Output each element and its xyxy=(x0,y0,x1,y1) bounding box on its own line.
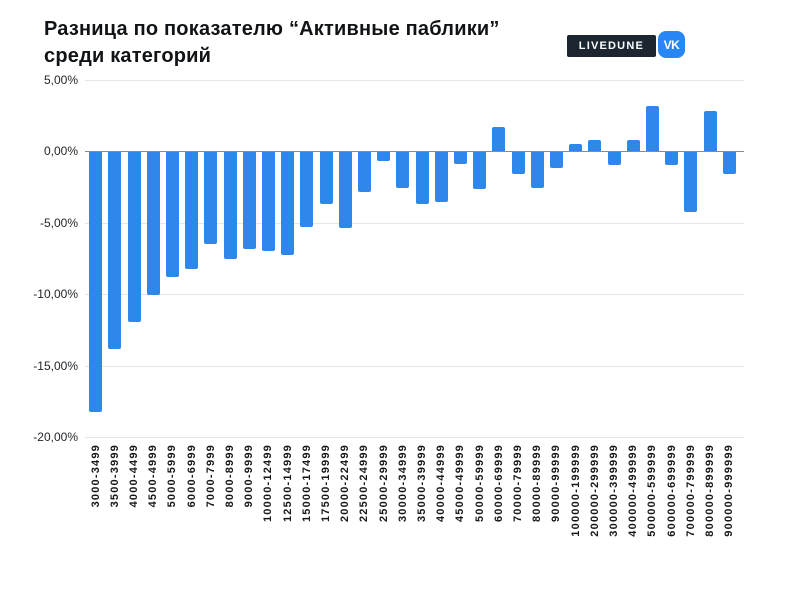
x-axis-tick-label: 45000-49999 xyxy=(454,444,467,523)
x-axis-tick-label: 700000-799999 xyxy=(684,444,697,537)
x-axis-tick-label: 40000-44999 xyxy=(435,444,448,523)
bar-90000-99999 xyxy=(549,152,563,169)
x-axis-tick-label: 10000-12499 xyxy=(262,444,275,523)
y-axis-tick-label: 5,00% xyxy=(43,73,78,87)
bar-45000-49999 xyxy=(453,152,467,164)
x-axis-tick-label: 9000-9999 xyxy=(243,444,256,508)
bar-3000-3499 xyxy=(89,152,103,413)
bar-5000-5999 xyxy=(165,152,179,277)
x-axis-tick-label: 20000-22499 xyxy=(339,444,352,523)
gridline xyxy=(85,294,744,295)
gridline xyxy=(85,223,744,224)
y-axis-tick-label: -10,00% xyxy=(33,287,78,301)
bar-9000-9999 xyxy=(242,152,256,250)
bar-22500-24999 xyxy=(357,152,371,193)
bar-300000-399999 xyxy=(607,152,621,166)
bar-400000-499999 xyxy=(626,140,640,152)
x-axis-tick-label: 15000-17499 xyxy=(300,444,313,523)
bar-200000-299999 xyxy=(588,140,602,152)
bar-4500-4999 xyxy=(146,152,160,296)
y-axis-tick-label: 0,00% xyxy=(43,144,78,158)
page-title-line2: среди категорий xyxy=(44,45,212,67)
x-axis-tick-label: 900000-999999 xyxy=(723,444,736,537)
bar-700000-799999 xyxy=(684,152,698,213)
x-axis-tick-label: 4000-4499 xyxy=(128,444,140,508)
x-axis-tick-label: 800000-899999 xyxy=(704,444,716,537)
x-axis-tick-label: 22500-24999 xyxy=(358,444,371,523)
bar-50000-59999 xyxy=(473,152,487,190)
page-title: Разница по показателю “Активные паблики”… xyxy=(44,16,500,70)
x-axis-tick-label: 70000-79999 xyxy=(512,444,524,523)
bar-30000-34999 xyxy=(396,152,410,189)
bar-70000-79999 xyxy=(511,152,525,174)
bar-900000-999999 xyxy=(722,152,736,174)
x-axis-tick-label: 200000-299999 xyxy=(588,444,601,537)
x-axis-tick-label: 90000-99999 xyxy=(550,444,563,523)
bar-40000-44999 xyxy=(434,152,448,203)
x-axis-tick-label: 100000-199999 xyxy=(569,444,582,537)
gridline xyxy=(85,80,744,81)
bar-35000-39999 xyxy=(415,152,429,204)
x-axis-tick-label: 35000-39999 xyxy=(416,444,428,523)
zero-axis-line xyxy=(85,151,744,152)
bar-15000-17499 xyxy=(300,152,314,227)
bar-12500-14999 xyxy=(281,152,295,256)
vk-logo-icon: VK xyxy=(658,31,685,58)
bar-8000-8999 xyxy=(223,152,237,260)
bar-600000-699999 xyxy=(665,152,679,166)
bar-20000-22499 xyxy=(338,152,352,229)
gridline xyxy=(85,437,744,438)
x-axis-tick-label: 12500-14999 xyxy=(281,444,294,523)
bar-17500-19999 xyxy=(319,152,333,204)
plot-area xyxy=(85,80,744,438)
x-axis-tick-label: 30000-34999 xyxy=(396,444,409,523)
bar-80000-89999 xyxy=(530,152,544,189)
bar-3500-3999 xyxy=(108,152,122,350)
x-axis-tick-label: 60000-69999 xyxy=(492,444,505,523)
x-axis-tick-label: 50000-59999 xyxy=(473,444,486,523)
x-axis-tick-label: 5000-5999 xyxy=(166,444,179,508)
x-axis-tick-label: 17500-19999 xyxy=(320,444,332,523)
bar-6000-6999 xyxy=(185,152,199,270)
x-axis-tick-label: 80000-89999 xyxy=(531,444,544,523)
x-axis-tick-label: 500000-599999 xyxy=(646,444,659,537)
page-title-line1: Разница по показателю “Активные паблики” xyxy=(44,18,500,40)
x-axis-tick-label: 600000-699999 xyxy=(665,444,678,537)
bar-10000-12499 xyxy=(261,152,275,251)
x-axis-tick-label: 25000-29999 xyxy=(377,444,390,523)
x-axis-tick-label: 300000-399999 xyxy=(608,444,620,537)
y-axis-tick-label: -15,00% xyxy=(33,359,78,373)
bar-100000-199999 xyxy=(569,144,583,152)
gridline xyxy=(85,366,744,367)
bar-60000-69999 xyxy=(492,127,506,152)
bar-4000-4499 xyxy=(127,152,141,323)
x-axis-tick-label: 3000-3499 xyxy=(89,444,102,508)
livedune-badge: LIVEDUNE xyxy=(566,35,656,57)
x-axis-tick-label: 3500-3999 xyxy=(108,444,121,508)
x-axis-tick-label: 400000-499999 xyxy=(627,444,640,537)
bar-500000-599999 xyxy=(645,105,659,152)
x-axis-tick-label: 6000-6999 xyxy=(185,444,198,508)
bar-7000-7999 xyxy=(204,152,218,244)
x-axis-tick-label: 7000-7999 xyxy=(204,444,217,508)
x-axis-tick-label: 8000-8999 xyxy=(224,444,236,508)
bar-800000-899999 xyxy=(703,111,717,152)
y-axis-tick-label: -20,00% xyxy=(33,430,78,444)
y-axis-tick-label: -5,00% xyxy=(39,216,78,230)
bar-25000-29999 xyxy=(377,152,391,161)
x-axis-tick-label: 4500-4999 xyxy=(147,444,160,508)
